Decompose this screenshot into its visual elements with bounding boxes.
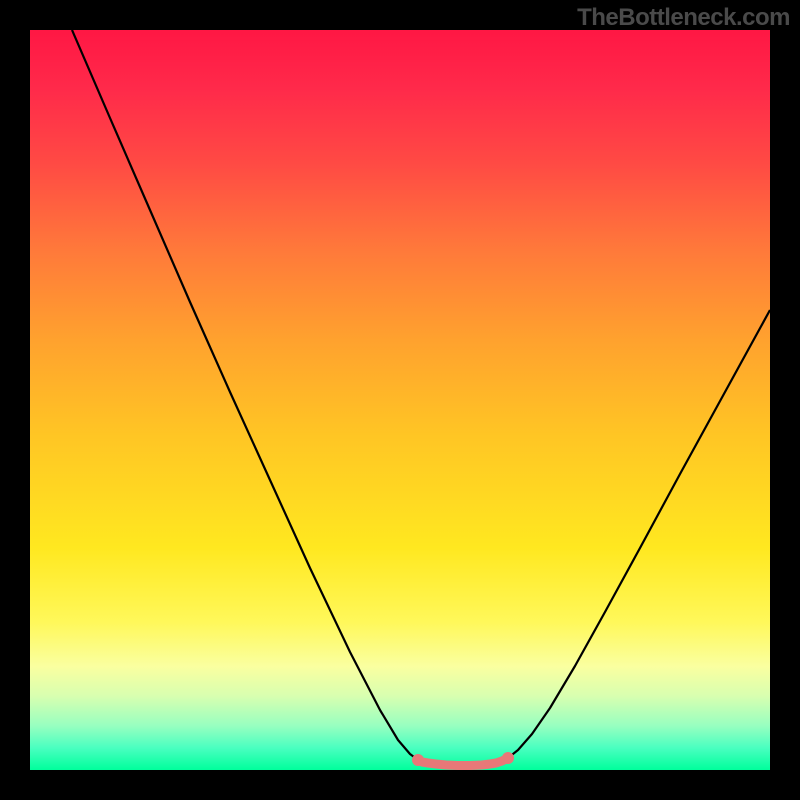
bottleneck-chart: TheBottleneck.com (0, 0, 800, 800)
curve-layer (30, 30, 770, 770)
flat-segment-right-marker (502, 752, 514, 764)
flat-bottom-segment (418, 758, 508, 766)
flat-segment-left-marker (412, 754, 424, 766)
watermark-text: TheBottleneck.com (577, 4, 790, 32)
plot-area (30, 30, 770, 770)
bottleneck-curve (72, 30, 770, 766)
